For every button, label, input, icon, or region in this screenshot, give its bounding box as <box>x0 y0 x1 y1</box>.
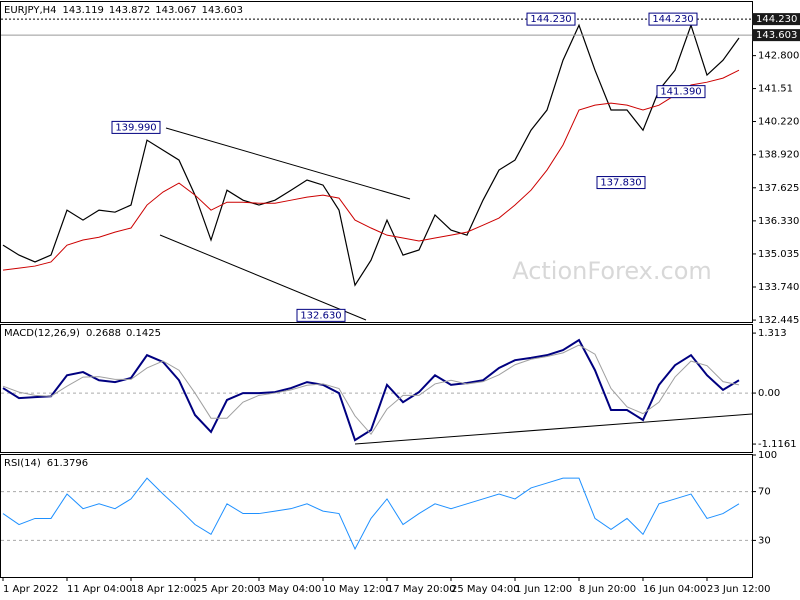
annotation-box <box>111 120 161 134</box>
annotation-label: 144.230 <box>530 14 571 25</box>
annotation-label: 141.390 <box>660 87 701 98</box>
x-tick-label: 11 Apr 04:00 <box>67 584 132 595</box>
x-tick-label: 8 Jun 20:00 <box>579 584 636 595</box>
annotation-box <box>296 308 346 322</box>
price-marker-label: 143.603 <box>756 30 797 41</box>
x-tick-label: 1 Jun 12:00 <box>515 584 572 595</box>
annotation-label: 137.830 <box>600 178 641 189</box>
y-tick-label: 141.51 <box>758 84 793 95</box>
panel-title: RSI(14) <box>4 458 41 469</box>
y-tick-label: 142.800 <box>758 51 799 62</box>
y-tick-label: 137.625 <box>758 183 799 194</box>
y-tick-label: 0.00 <box>758 388 780 399</box>
x-tick-label: 1 Apr 2022 <box>3 584 58 595</box>
header-value: 61.3796 <box>47 458 88 469</box>
header-value: 143.119 <box>63 5 104 16</box>
header-value: 0.2688 <box>86 328 121 339</box>
y-tick-label: 132.445 <box>758 315 799 326</box>
price-marker-label: 144.230 <box>756 14 797 25</box>
y-tick-label: 136.330 <box>758 216 799 227</box>
y-tick-label: 70 <box>758 487 771 498</box>
panel-title: EURJPY,H4 <box>4 5 57 16</box>
trend-line <box>354 413 753 445</box>
y-tick-label: 100 <box>758 450 777 461</box>
annotation-box <box>656 85 706 99</box>
y-tick-label: 138.920 <box>758 150 799 161</box>
x-tick-label: 25 Apr 20:00 <box>195 584 260 595</box>
series-line <box>2 23 740 287</box>
price-marker <box>752 29 800 42</box>
annotation-label: 132.630 <box>300 310 341 321</box>
header-value: 143.067 <box>155 5 196 16</box>
price-panel <box>0 1 753 323</box>
x-tick-label: 16 Jun 04:00 <box>643 584 707 595</box>
y-tick-label: 30 <box>758 535 771 546</box>
header-value: 143.603 <box>202 5 243 16</box>
x-tick-label: 23 Jun 12:00 <box>707 584 771 595</box>
x-tick-label: 18 Apr 12:00 <box>131 584 196 595</box>
series-line <box>2 344 740 436</box>
header-value: 143.872 <box>109 5 150 16</box>
macd-panel <box>0 324 753 453</box>
channel-line <box>159 234 367 321</box>
channel-line <box>165 127 411 200</box>
annotation-box <box>648 12 698 26</box>
x-tick-label: 17 May 20:00 <box>387 584 456 595</box>
y-tick-label: 135.035 <box>758 249 799 260</box>
x-tick-label: 25 May 04:00 <box>451 584 520 595</box>
annotation-box <box>596 176 646 190</box>
panel-title: MACD(12,26,9) <box>4 328 80 339</box>
y-tick-label: 1.313 <box>758 328 787 339</box>
annotation-label: 144.230 <box>652 14 693 25</box>
price-marker <box>752 13 800 26</box>
watermark: ActionForex.com <box>512 257 712 285</box>
y-tick-label: -1.1161 <box>758 439 797 450</box>
y-tick-label: 140.220 <box>758 117 799 128</box>
annotation-box <box>526 12 576 26</box>
annotation-label: 139.990 <box>115 122 156 133</box>
rsi-panel <box>0 454 753 578</box>
series-line <box>2 69 740 271</box>
header-value: 0.1425 <box>126 328 161 339</box>
x-tick-label: 3 May 04:00 <box>259 584 321 595</box>
series-line <box>2 477 740 551</box>
y-tick-label: 133.740 <box>758 282 799 293</box>
x-tick-label: 10 May 12:00 <box>323 584 392 595</box>
